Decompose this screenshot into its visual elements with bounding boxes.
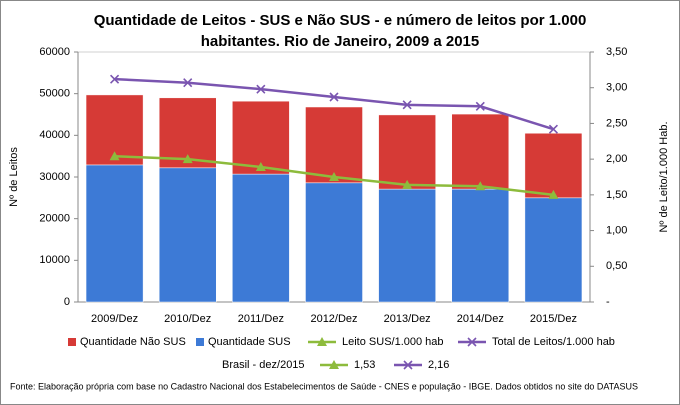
y2-tick-label: 2,00 (606, 153, 627, 165)
bar (378, 114, 436, 190)
x-tick-label: 2015/Dez (530, 313, 577, 325)
y-tick-label: 50000 (39, 88, 70, 100)
line-marker (548, 124, 558, 134)
line-marker (329, 92, 339, 102)
bar (451, 113, 510, 190)
y2-tick-label: 3,50 (606, 46, 627, 58)
x-tick-label: 2014/Dez (457, 313, 504, 325)
line-marker (403, 360, 413, 370)
bar (158, 167, 217, 303)
bar (305, 182, 363, 303)
reference-value: 2,16 (428, 359, 449, 371)
line-marker (475, 181, 486, 191)
line-marker (402, 179, 413, 189)
line-marker (475, 101, 485, 111)
chart-title: habitantes. Rio de Janeiro, 2009 a 2015 (201, 33, 479, 50)
line-marker (110, 74, 120, 84)
bar (232, 173, 290, 303)
bar (378, 188, 436, 303)
x-tick-label: 2010/Dez (164, 313, 211, 325)
bar (524, 197, 583, 303)
y-tick-label: 30000 (39, 171, 70, 183)
line-marker (402, 100, 412, 110)
bar (451, 188, 510, 303)
line-marker (255, 162, 266, 171)
line-marker (256, 84, 266, 94)
line-marker (548, 189, 559, 199)
y2-tick-label: 1,50 (606, 189, 627, 201)
y-tick-label: 40000 (39, 129, 70, 141)
x-tick-label: 2013/Dez (384, 313, 431, 325)
legend-label: Leito SUS/1.000 hab (342, 336, 444, 348)
line-marker (182, 154, 193, 164)
y2-tick-label: 1,00 (606, 224, 627, 236)
bar (524, 133, 583, 199)
y2-tick-label: - (606, 296, 610, 308)
line-marker (467, 337, 477, 347)
legend-label: Total de Leitos/1.000 hab (492, 336, 615, 348)
y-tick-label: 10000 (39, 254, 70, 266)
y2-tick-label: 0,50 (606, 260, 627, 272)
bar (85, 164, 144, 303)
line-marker (317, 337, 327, 346)
legend-swatch (68, 338, 76, 346)
x-tick-label: 2009/Dez (91, 313, 138, 325)
y-tick-label: 20000 (39, 213, 70, 225)
x-tick-label: 2011/Dez (238, 313, 284, 325)
line-marker (183, 78, 193, 88)
line-marker (329, 172, 339, 181)
line-marker (109, 151, 120, 161)
bar (305, 106, 363, 184)
y-tick-label: 0 (64, 296, 70, 308)
source-note: Fonte: Elaboração própria com base no Ca… (10, 381, 638, 391)
line-marker (329, 360, 339, 369)
legend-label: Quantidade Não SUS (80, 336, 186, 348)
y2-axis-label: Nº de Leito/1.000 Hab. (658, 121, 670, 232)
y-axis-label: Nº de Leitos (8, 147, 20, 207)
x-tick-label: 2012/Dez (310, 313, 357, 325)
reference-value: 1,53 (354, 359, 375, 371)
y2-tick-label: 3,00 (606, 82, 627, 94)
y-tick-label: 60000 (39, 46, 70, 58)
legend-label: Quantidade SUS (208, 336, 291, 348)
bar (232, 100, 290, 175)
chart-title: Quantidade de Leitos - SUS e Não SUS - e… (94, 12, 587, 29)
reference-label: Brasil - dez/2015 (222, 359, 305, 371)
y2-tick-label: 2,50 (606, 117, 627, 129)
legend-swatch (196, 338, 204, 346)
